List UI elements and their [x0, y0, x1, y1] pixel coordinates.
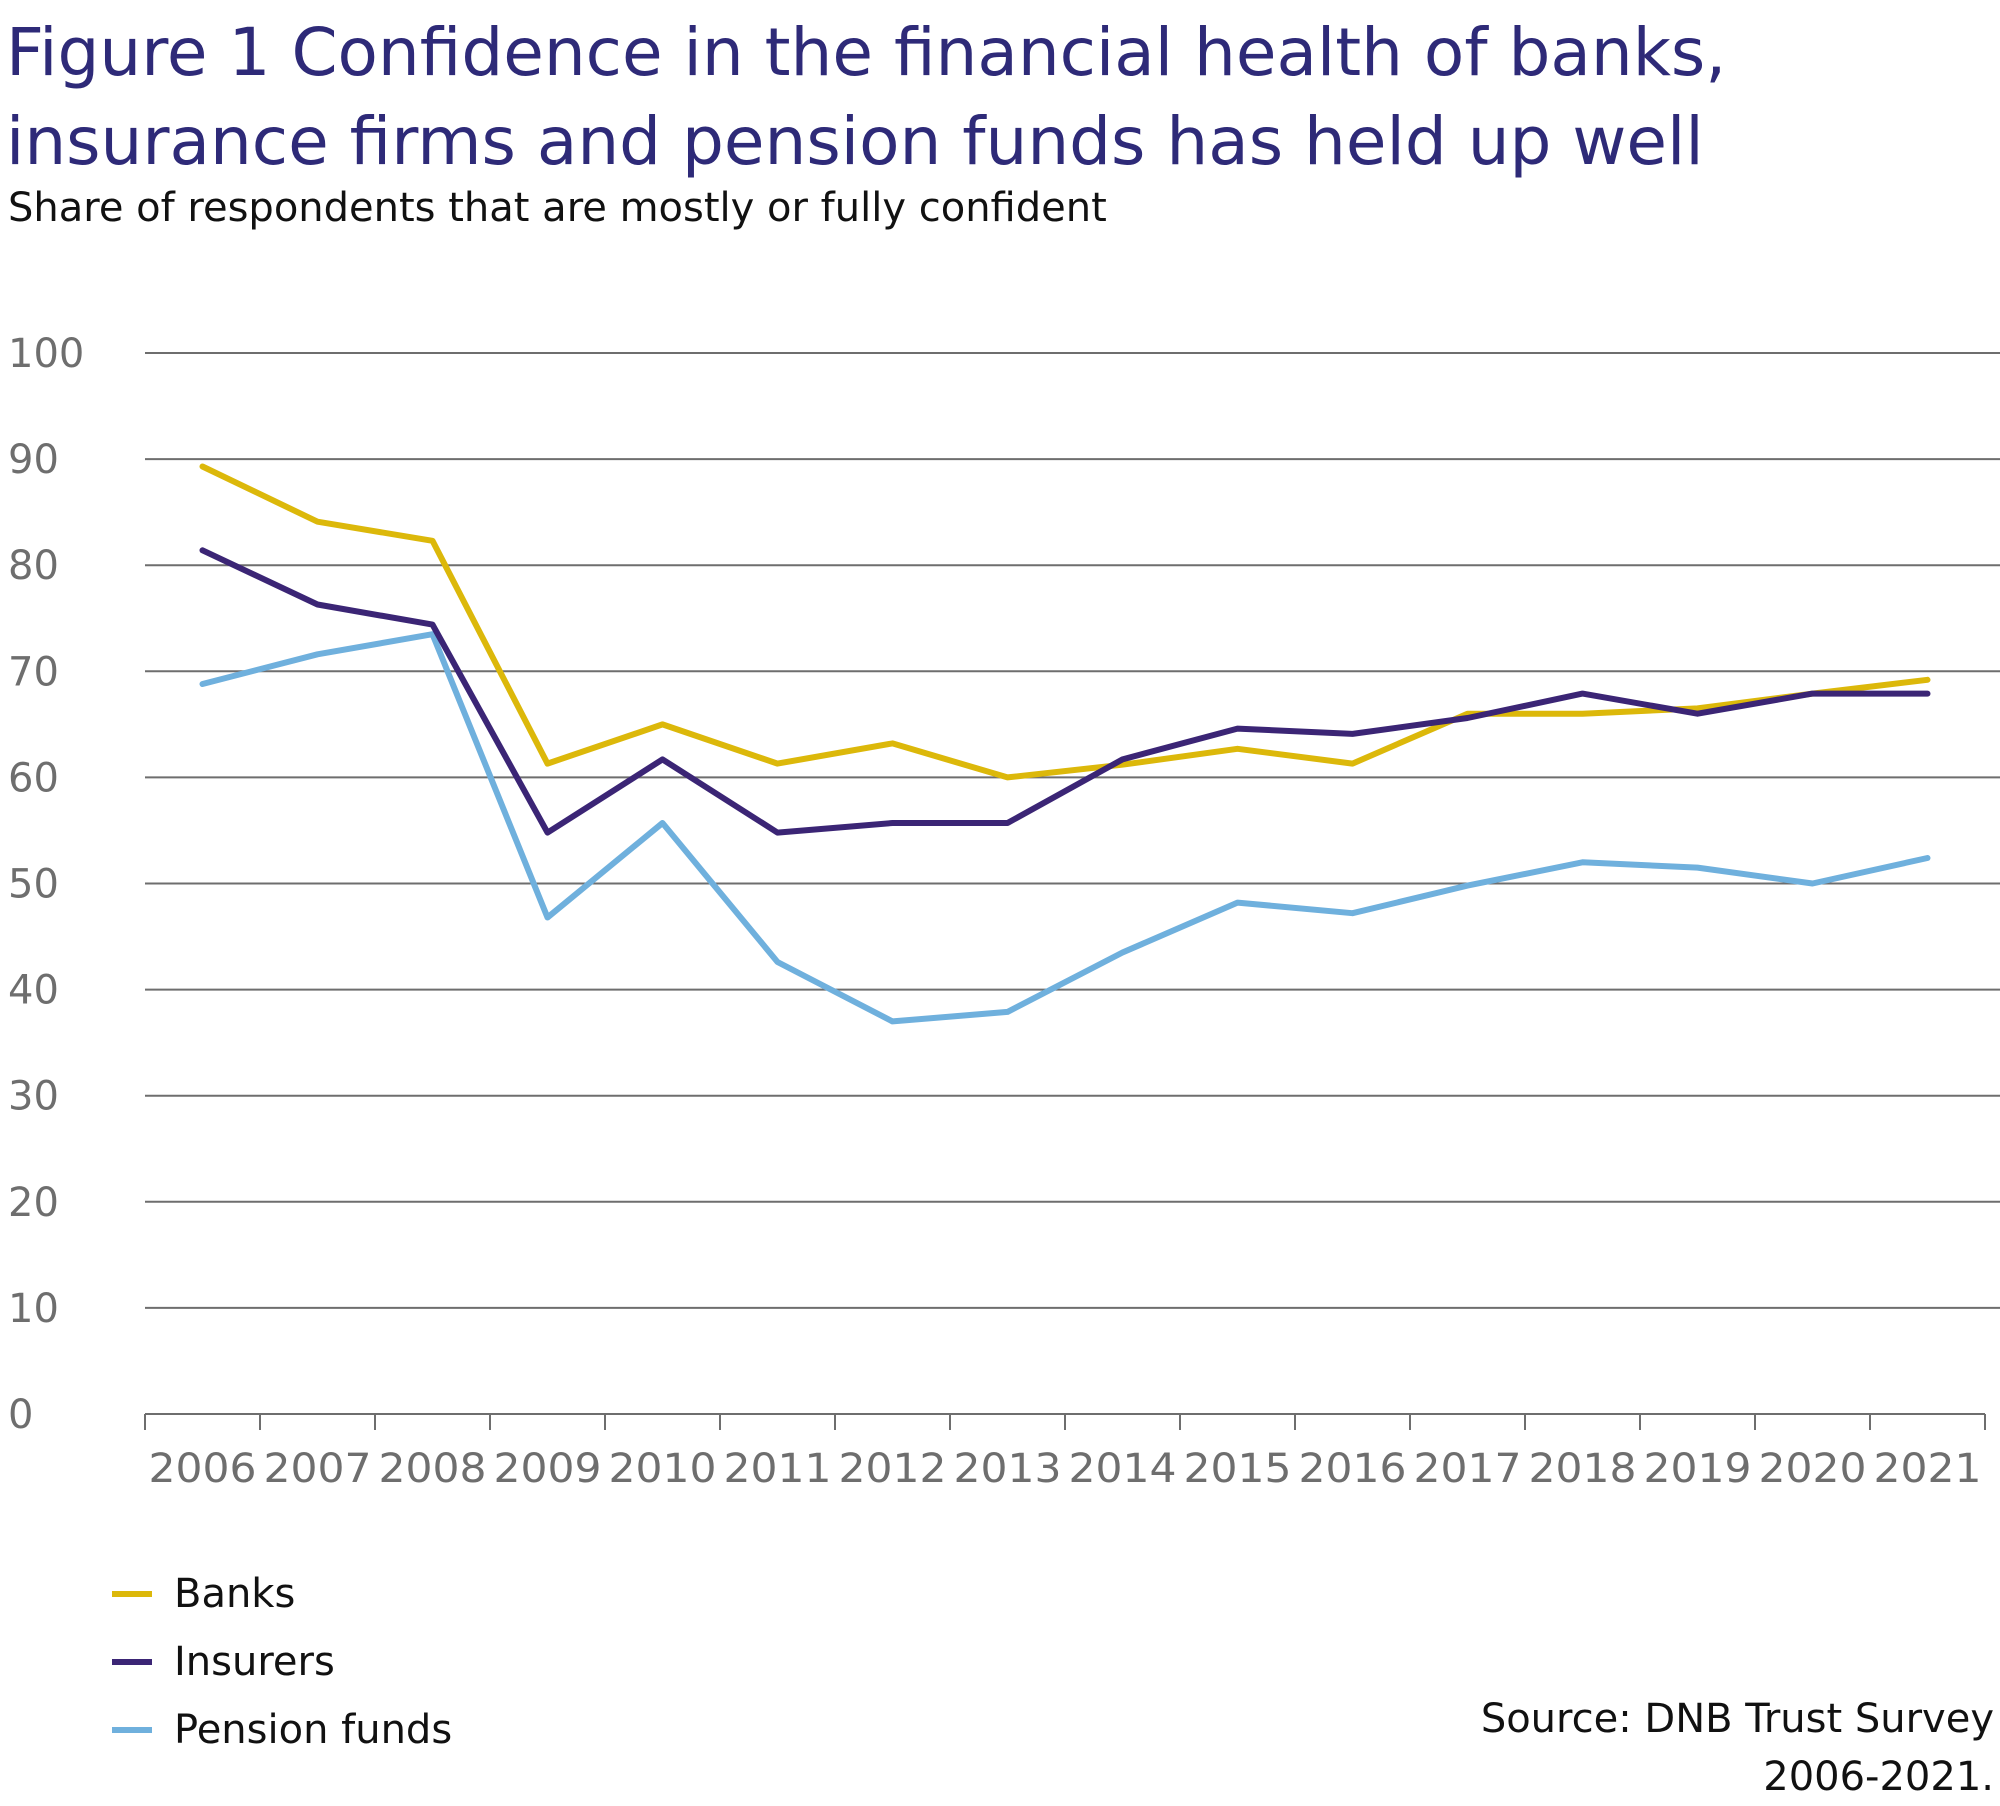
legend: Banks Insurers Pension funds: [112, 1560, 452, 1764]
x-tick-label: 2010: [609, 1446, 717, 1492]
legend-swatch-insurers: [112, 1659, 152, 1665]
x-tick-label: 2021: [1874, 1446, 1982, 1492]
y-axis-tick-labels: 0 10 20 30 40 50 60 70 80 90 100: [8, 331, 84, 1438]
x-tick-label: 2015: [1184, 1446, 1292, 1492]
y-tick-label: 70: [8, 649, 59, 695]
source-note: Source: DNB Trust Survey 2006-2021.: [1481, 1690, 1994, 1806]
chart-title: Figure 1 Confidence in the financial hea…: [6, 8, 1986, 186]
series-line-insurers: [199, 547, 1931, 836]
chart-subtitle: Share of respondents that are mostly or …: [8, 185, 1107, 231]
x-tick-label: 2008: [379, 1446, 487, 1492]
x-tick-label: 2006: [149, 1446, 257, 1492]
y-tick-label: 80: [8, 543, 59, 589]
legend-swatch-banks: [112, 1591, 152, 1597]
y-tick-label: 40: [8, 968, 59, 1014]
x-tick-label: 2019: [1644, 1446, 1752, 1492]
y-tick-label: 60: [8, 755, 59, 801]
legend-item-banks: Banks: [112, 1560, 452, 1628]
x-tick-label: 2016: [1299, 1446, 1407, 1492]
source-line-2: 2006-2021.: [1763, 1754, 1994, 1800]
x-tick-label: 2017: [1414, 1446, 1522, 1492]
x-axis: 2006 2007 2008 2009 2010 2011 2012 2013 2014 2015…: [144, 1413, 1986, 1492]
chart-title-line-2: insurance firms and pension funds has he…: [6, 103, 1704, 180]
legend-swatch-pension-funds: [112, 1727, 152, 1733]
legend-label-insurers: Insurers: [174, 1639, 335, 1685]
x-tick-label: 2007: [264, 1446, 372, 1492]
x-tick-label: 2020: [1759, 1446, 1867, 1492]
x-tick-label: 2014: [1069, 1446, 1177, 1492]
x-tick-label: 2013: [954, 1446, 1062, 1492]
y-tick-label: 90: [8, 437, 59, 483]
legend-item-insurers: Insurers: [112, 1628, 452, 1696]
series-line-banks: [199, 463, 1931, 781]
series-lines: [199, 463, 1931, 1025]
legend-label-banks: Banks: [174, 1571, 296, 1617]
chart-title-line-1: Figure 1 Confidence in the financial hea…: [6, 14, 1727, 91]
y-tick-label: 20: [8, 1180, 59, 1226]
y-tick-label: 0: [8, 1392, 33, 1438]
legend-item-pension-funds: Pension funds: [112, 1696, 452, 1764]
y-tick-label: 50: [8, 862, 59, 908]
source-line-1: Source: DNB Trust Survey: [1480, 1696, 1994, 1742]
x-tick-label: 2011: [724, 1446, 832, 1492]
y-tick-label: 100: [8, 331, 84, 377]
y-tick-label: 30: [8, 1074, 59, 1120]
series-line-pension-funds: [199, 631, 1931, 1025]
x-tick-label: 2009: [494, 1446, 602, 1492]
y-tick-label: 10: [8, 1286, 59, 1332]
legend-label-pension-funds: Pension funds: [174, 1707, 453, 1753]
x-tick-label: 2012: [839, 1446, 947, 1492]
gridlines: [145, 352, 2000, 1309]
x-tick-label: 2018: [1529, 1446, 1637, 1492]
